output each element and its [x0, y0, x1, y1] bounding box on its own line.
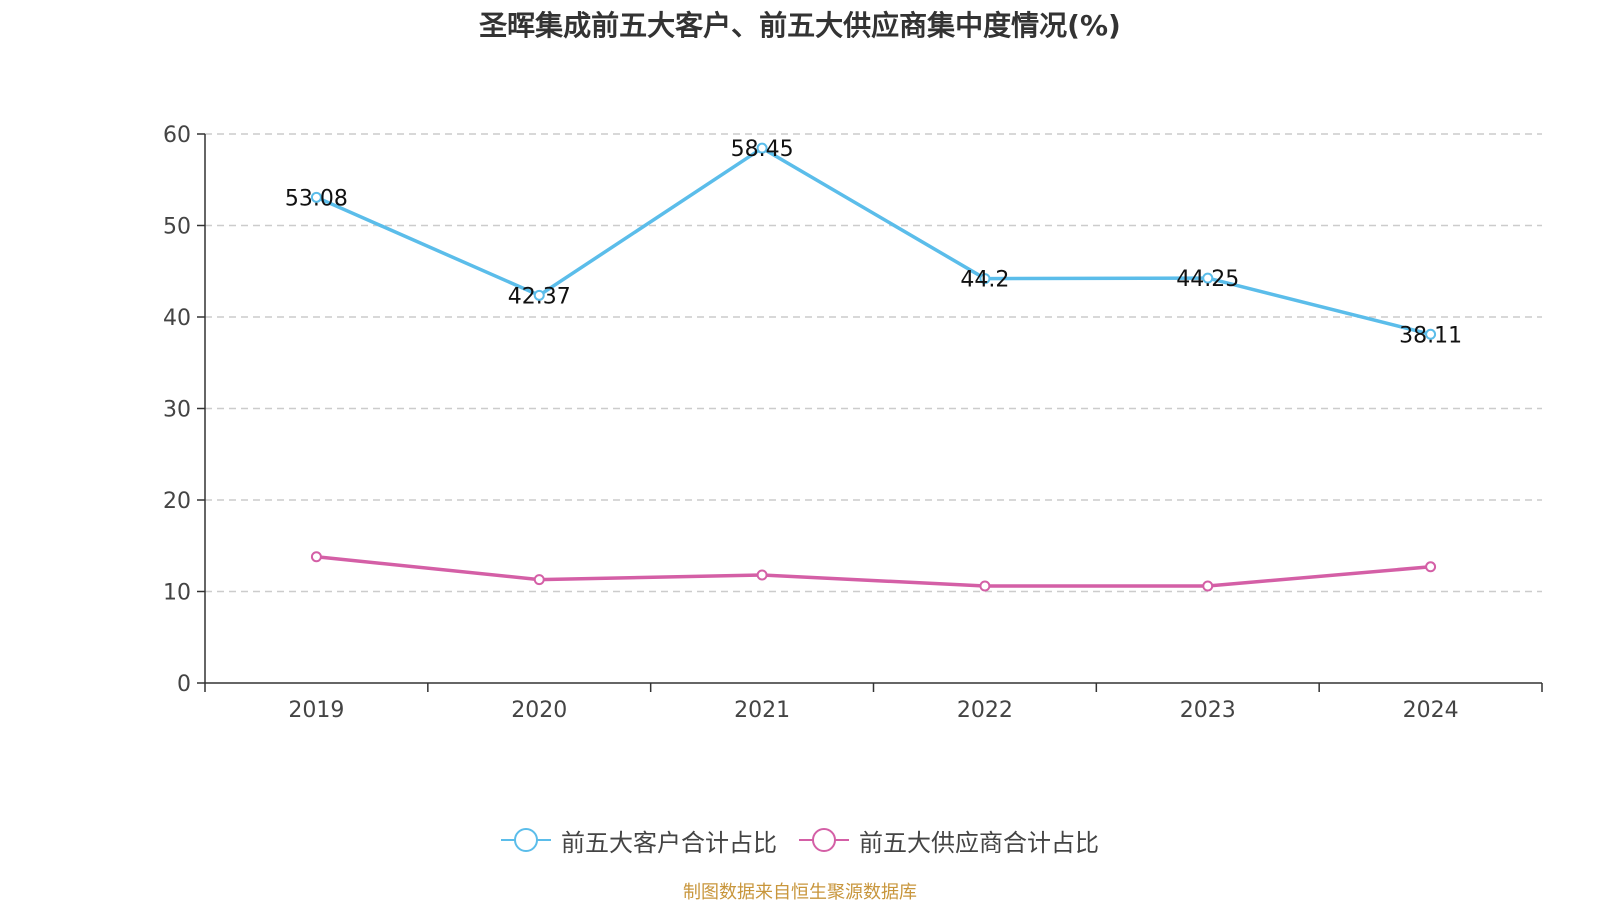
series-1-point: [979, 580, 991, 592]
y-tick-label: 30: [163, 398, 191, 423]
x-tick-label: 2019: [288, 698, 344, 723]
y-tick-label: 20: [163, 489, 191, 514]
data-label: 44.2: [960, 268, 1009, 293]
y-tick-label: 40: [163, 306, 191, 331]
data-label: 58.45: [731, 137, 794, 162]
series-0-point: [533, 289, 545, 301]
data-labels: 53.08 42.37 58.45 44.2 44.25 38.11: [285, 137, 1462, 348]
legend-item-customers[interactable]: 前五大客户合计占比: [501, 823, 777, 858]
legend-swatch-customers: [501, 825, 551, 855]
series: [310, 142, 1437, 592]
data-label: 53.08: [285, 186, 348, 211]
y-tick-label: 10: [163, 581, 191, 606]
series-1-point: [1202, 580, 1214, 592]
y-tick-label: 0: [177, 672, 191, 697]
x-tick-label: 2021: [734, 698, 790, 723]
series-0-point: [979, 273, 991, 285]
x-tick-label: 2020: [511, 698, 567, 723]
legend-item-suppliers[interactable]: 前五大供应商合计占比: [799, 823, 1099, 858]
legend-swatch-suppliers: [799, 825, 849, 855]
series-1-point: [533, 574, 545, 586]
gridlines: [205, 133, 1542, 593]
legend-label-customers: 前五大客户合计占比: [561, 828, 777, 857]
x-tick-label: 2023: [1180, 698, 1236, 723]
series-0-point: [1425, 328, 1437, 340]
series-1-point: [756, 569, 768, 581]
series-line-0: [315, 146, 1432, 336]
series-line-1: [316, 554, 1431, 588]
data-label: 38.11: [1399, 323, 1462, 348]
y-tick-label: 50: [163, 215, 191, 240]
x-tick-label: 2024: [1403, 698, 1459, 723]
legend: 前五大客户合计占比 前五大供应商合计占比: [0, 820, 1600, 860]
series-1-point: [310, 551, 322, 563]
series-1-point: [1425, 561, 1437, 573]
legend-label-suppliers: 前五大供应商合计占比: [859, 828, 1099, 857]
data-label: 42.37: [508, 284, 571, 309]
y-tick-label: 60: [163, 123, 191, 148]
axes: 0 10 20 30 40 50 60 2019 2020 2021 2022 2023 2024: [163, 123, 1543, 723]
source-note: 制图数据来自恒生聚源数据库: [683, 882, 917, 903]
data-label: 44.25: [1176, 267, 1239, 292]
series-0-point: [310, 191, 322, 203]
series-0-point: [1202, 272, 1214, 284]
x-tick-label: 2022: [957, 698, 1013, 723]
series-0-point: [756, 142, 768, 154]
chart-title: 圣晖集成前五大客户、前五大供应商集中度情况(%): [479, 9, 1121, 42]
